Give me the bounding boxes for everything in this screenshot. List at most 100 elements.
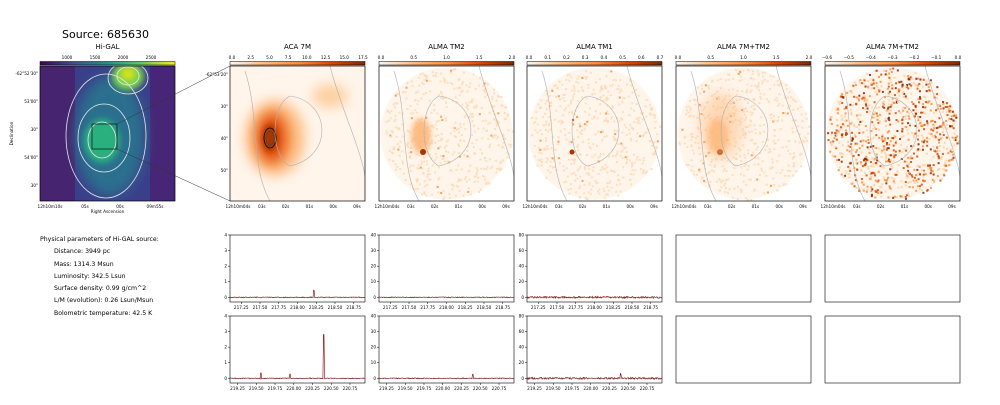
y-tick-label: 0 (224, 376, 227, 381)
y-tick-label: 40 (371, 233, 377, 238)
colorbar-tick-label: −0.3 (887, 55, 898, 60)
colorbar-tick-label: 2500 (146, 55, 157, 60)
spectrum-2: 217.25 217.50 217.75 218.00 218.25 218.50 218.… (371, 233, 515, 310)
colorbar-tick-label: 12.5 (321, 55, 331, 60)
x-tick-label: 219.25 (379, 386, 394, 391)
contour (265, 130, 275, 146)
contour (690, 70, 717, 201)
image-area (39, 65, 176, 202)
colorbar-tick-label: −0.5 (844, 55, 855, 60)
colorbar-tick-label: 1.0 (740, 55, 747, 60)
x-tick-label: 219.50 (398, 386, 413, 391)
y-tick-label: 10 (371, 279, 377, 284)
colorbar-tick-label: 0.2 (563, 55, 570, 60)
x-tick-label: 02s (282, 204, 290, 209)
x-tick-label: 09s (353, 204, 361, 209)
x-tick-label: 02s (579, 204, 587, 209)
contour (244, 70, 271, 201)
x-tick-label: 01s (455, 204, 463, 209)
contour (626, 66, 662, 177)
x-tick-label: 218.00 (290, 305, 305, 310)
contour (571, 95, 620, 167)
colorbar-tick-label: 5.0 (266, 55, 273, 60)
colorbar-tick-label: 7.5 (285, 55, 292, 60)
x-tick-label: 12h10m04s (523, 204, 548, 209)
colorbar-tick-label: 1.5 (476, 55, 483, 60)
empty-spectrum-frame (824, 234, 961, 303)
x-tick-label: 02s (877, 204, 885, 209)
parameters-heading: Physical parameters of Hi-GAL source: (40, 236, 159, 243)
panel-title: Hi-GAL (95, 43, 119, 51)
contour (87, 121, 117, 159)
x-tick-label: 12h10m10s (38, 204, 63, 209)
colorbar-tick-label: 1.5 (773, 55, 780, 60)
image-frame (229, 65, 366, 202)
emission-map (825, 66, 960, 201)
image-frame (39, 65, 176, 202)
x-tick-label: 217.25 (383, 305, 398, 310)
panel-title: ACA 7M (284, 43, 311, 51)
y-tick-label: 0 (521, 376, 524, 381)
x-axis-label: Right Ascension (91, 209, 125, 214)
empty-spectrum-frame (675, 315, 812, 384)
y-tick-label: 50" (221, 168, 228, 173)
contour (478, 66, 514, 177)
y-tick-label: 10 (371, 360, 377, 365)
y-axis-label: Declination (9, 121, 14, 145)
image-frame (675, 65, 812, 202)
panel-almatm2: ALMA TM2 0.0 0.5 1.0 1.5 2.0 12h10m04s 03s 02s 01… (375, 43, 516, 209)
spectrum-5: 219.25 219.50 219.75 220.00 220.25 220.50 220.… (371, 314, 515, 391)
x-tick-label: 220.50 (324, 386, 339, 391)
emission-map (230, 66, 365, 201)
x-tick-label: 220.25 (305, 386, 320, 391)
colorbar-tick-label: −0.1 (931, 55, 942, 60)
x-tick-label: 218.75 (346, 305, 361, 310)
colorbar-tick-label: 15.0 (340, 55, 350, 60)
empty-spectrum-frame (675, 234, 812, 303)
panel-alma7mtm2b: ALMA 7M+TM2 −0.6 −0.5 −0.4 −0.3 −0.2 −0.1 0.0 12… (821, 43, 962, 209)
x-tick-label: 219.50 (249, 386, 264, 391)
zoom-connector (116, 148, 231, 202)
param-surface-density: Surface density: 0.99 g/cm^2 (54, 285, 147, 293)
y-tick-label: 40 (519, 264, 525, 269)
x-tick-label: 12h10m04s (375, 204, 400, 209)
y-tick-label: 0 (521, 295, 524, 300)
y-tick-label: 40 (519, 345, 525, 350)
x-tick-label: 220.75 (343, 386, 358, 391)
param-lm: L/M (evolution): 0.26 Lsun/Msun (54, 297, 154, 305)
contour (77, 103, 131, 173)
y-tick-label: 80 (519, 233, 525, 238)
y-tick-label: 20 (519, 360, 525, 365)
colorbar-tick-label: 10.0 (302, 55, 312, 60)
contour (720, 95, 769, 167)
colorbar (675, 61, 812, 66)
colorbar-tick-label: 0.5 (619, 55, 626, 60)
contour (393, 70, 420, 201)
x-tick-label: 218.25 (606, 305, 621, 310)
colorbar-tick-label: 0.0 (378, 55, 385, 60)
x-tick-label: 218.25 (458, 305, 473, 310)
zoom-box (91, 123, 118, 150)
colorbar-tick-label: 1500 (90, 55, 101, 60)
x-tick-label: 12h10m04s (821, 204, 846, 209)
panel-aca7m: ACA 7M 0.0 2.5 5.0 7.5 10.0 12.5 15.0 17.5 12h10m… (205, 43, 368, 209)
y-tick-label: 20 (371, 345, 377, 350)
contour (116, 66, 140, 86)
panel-title: ALMA TM2 (428, 43, 465, 51)
emission-map (676, 66, 811, 201)
colorbar (229, 61, 366, 66)
spectrum-frame (378, 234, 515, 303)
image-area (229, 65, 366, 202)
compact-source (569, 149, 575, 155)
x-tick-label: 219.50 (546, 386, 561, 391)
panel-higal: Hi-GAL 1000 1500 2000 2500 12h10m10s 05s 00s 09m… (9, 43, 176, 214)
colorbar-tick-label: 0.1 (544, 55, 551, 60)
x-tick-label: 219.75 (268, 386, 283, 391)
spectrum-frame (526, 315, 663, 384)
param-tbol: Bolometric temperature: 42.5 K (54, 309, 153, 317)
colorbar (39, 61, 176, 66)
x-tick-label: 218.75 (495, 305, 510, 310)
y-tick-label: 2 (224, 345, 227, 350)
higal-map (40, 66, 175, 201)
y-tick-label: 1 (224, 360, 227, 365)
